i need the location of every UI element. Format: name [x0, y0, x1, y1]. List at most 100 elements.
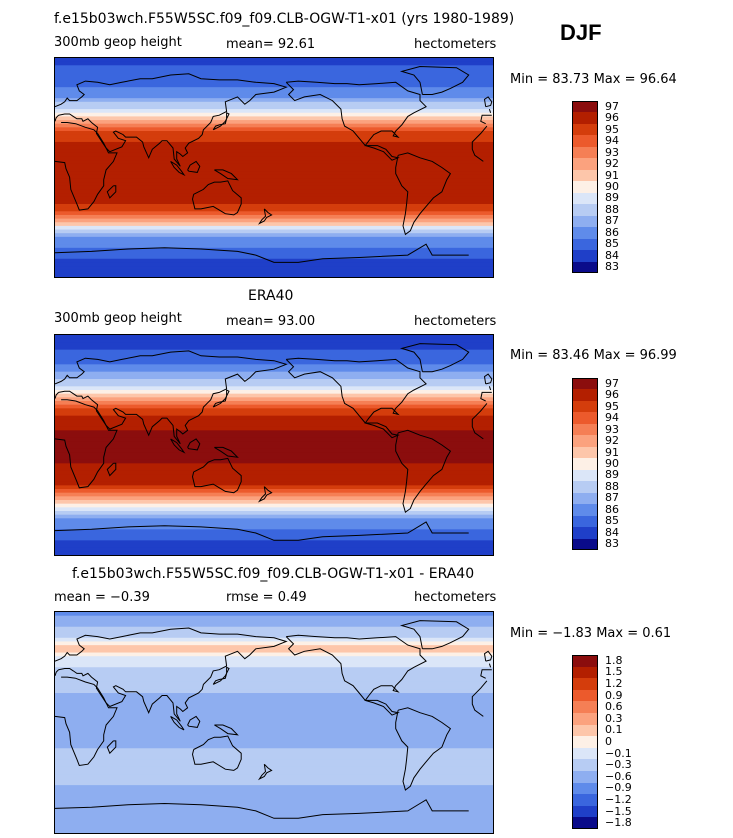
coastline: [395, 429, 452, 514]
panel1-mean-label: mean= 92.61: [226, 37, 316, 52]
heatmap-band: [55, 807, 493, 812]
coastline: [285, 80, 427, 161]
panel2-colorbar: 97 96 95 94 93 92 91 90 89 88 87 86 85 84 83: [572, 378, 619, 551]
heatmap-band: [55, 489, 493, 494]
heatmap-band: [55, 659, 493, 665]
colorbar-swatch: [572, 146, 598, 159]
colorbar-swatch: [572, 458, 598, 471]
heatmap-band: [55, 733, 493, 738]
heatmap-band: [55, 711, 493, 716]
heatmap-band: [55, 696, 493, 701]
colorbar-tick-label: 1.5: [605, 665, 623, 679]
heatmap-band: [55, 382, 493, 387]
heatmap-band: [55, 141, 493, 147]
colorbar-tick-label: 86: [605, 225, 619, 239]
heatmap-band: [55, 218, 493, 223]
panel2-minmax: Min = 83.46 Max = 96.99: [510, 348, 677, 363]
heatmap-band: [55, 145, 493, 150]
coastline: [55, 799, 469, 819]
colorbar-swatch: [572, 515, 598, 528]
colorbar-swatch: [572, 689, 598, 702]
coastline: [483, 96, 493, 108]
colorbar-tick-label: 90: [605, 457, 619, 470]
heatmap-band: [55, 437, 493, 442]
heatmap-band: [55, 744, 493, 749]
heatmap-band: [55, 547, 493, 552]
colorbar-tick-label: 96: [605, 388, 619, 402]
heatmap-band: [55, 652, 493, 657]
colorbar-swatch: [572, 261, 598, 274]
colorbar-swatch: [572, 805, 598, 818]
colorbar-swatch: [572, 678, 598, 691]
heatmap-band: [55, 178, 493, 183]
heatmap-band: [55, 408, 493, 413]
heatmap-band: [55, 829, 493, 833]
heatmap-band: [55, 423, 493, 428]
heatmap-band: [55, 101, 493, 107]
heatmap-band: [55, 704, 493, 709]
heatmap-band: [55, 240, 493, 245]
heatmap-band: [55, 189, 493, 194]
heatmap-band: [55, 619, 493, 624]
heatmap-band: [55, 456, 493, 461]
heatmap-band: [55, 152, 493, 158]
colorbar-swatch: [572, 389, 598, 402]
heatmap-band: [55, 174, 493, 180]
heatmap-band: [55, 503, 493, 508]
colorbar-tick-label: 83: [605, 537, 619, 551]
heatmap-svg: [55, 612, 493, 833]
heatmap-band: [55, 412, 493, 417]
heatmap-band: [55, 681, 493, 687]
heatmap-band: [55, 193, 493, 198]
heatmap-band: [55, 533, 493, 538]
heatmap-band: [55, 112, 493, 117]
heatmap-band: [55, 196, 493, 201]
heatmap-band: [55, 774, 493, 779]
heatmap-band: [55, 65, 493, 70]
colorbar-tick-label: 96: [605, 111, 619, 125]
heatmap-band: [55, 338, 493, 343]
heatmap-band: [55, 76, 493, 81]
coastline: [212, 389, 230, 408]
coastline: [55, 676, 488, 767]
colorbar-swatch: [572, 238, 598, 251]
heatmap-band: [55, 788, 493, 794]
heatmap-band: [55, 496, 493, 501]
colorbar-swatch: [572, 736, 598, 749]
colorbar-tick-label: 1.2: [605, 677, 623, 690]
heatmap-band: [55, 551, 493, 555]
colorbar-tick-label: 97: [605, 99, 619, 113]
panel3-rmse-label: rmse = 0.49: [226, 590, 307, 605]
heatmap-band: [55, 79, 493, 85]
colorbar-swatch: [572, 204, 598, 217]
colorbar-swatch: [572, 759, 598, 772]
colorbar-swatch: [572, 713, 598, 726]
heatmap-band: [55, 163, 493, 169]
heatmap-band: [55, 346, 493, 351]
coastline: [55, 73, 492, 167]
coastline: [212, 666, 230, 685]
heatmap-band: [55, 149, 493, 154]
colorbar-swatch: [572, 481, 598, 494]
heatmap-band: [55, 273, 493, 277]
heatmap-band: [55, 715, 493, 720]
colorbar-swatch: [572, 123, 598, 136]
heatmap-band: [55, 507, 493, 512]
heatmap-band: [55, 236, 493, 242]
colorbar-tick-label: −1.5: [605, 804, 632, 818]
heatmap-band: [55, 123, 493, 128]
panel1-variable-label: 300mb geop height: [54, 35, 182, 50]
coastline: [214, 724, 239, 736]
heatmap-band: [55, 467, 493, 472]
coastline: [212, 111, 230, 131]
heatmap-band: [55, 426, 493, 431]
colorbar-tick-label: −1.8: [605, 816, 632, 830]
colorbar-tick-label: 0.9: [605, 688, 623, 702]
panel1-colorbar: 97 96 95 94 93 92 91 90 89 88 87 86 85 84 83: [572, 101, 619, 274]
colorbar-tick-label: 85: [605, 237, 619, 251]
panel3-map: [54, 611, 494, 834]
heatmap-band: [55, 127, 493, 132]
heatmap-band: [55, 222, 493, 227]
heatmap-band: [55, 105, 493, 110]
heatmap-band: [55, 700, 493, 705]
